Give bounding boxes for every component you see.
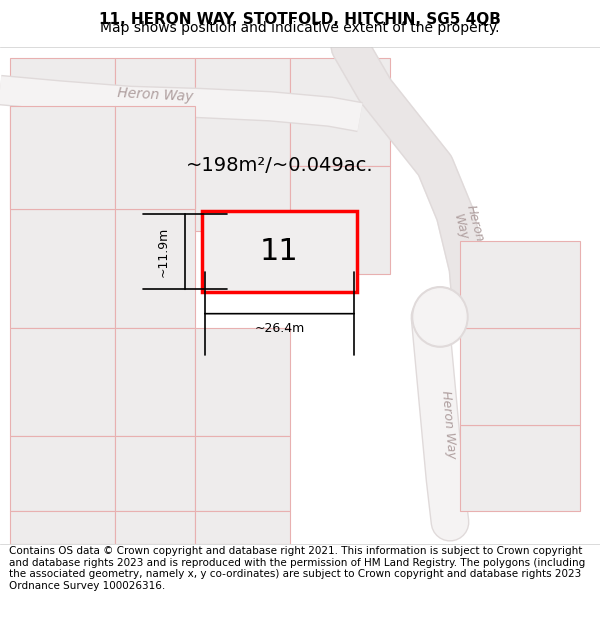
Bar [195,511,290,544]
Bar [195,436,290,511]
Bar [10,58,115,209]
Circle shape [414,289,466,345]
Bar [290,58,390,166]
Bar [10,106,115,209]
Bar [195,58,290,231]
Bar [460,241,580,328]
Text: Contains OS data © Crown copyright and database right 2021. This information is : Contains OS data © Crown copyright and d… [9,546,585,591]
Circle shape [412,287,468,347]
Text: 11: 11 [260,237,299,266]
Text: 11, HERON WAY, STOTFOLD, HITCHIN, SG5 4QB: 11, HERON WAY, STOTFOLD, HITCHIN, SG5 4Q… [99,12,501,27]
Bar [195,328,290,436]
Bar [460,425,580,511]
Bar [115,328,195,436]
Text: ~11.9m: ~11.9m [157,226,170,277]
Bar [115,106,195,209]
Bar [10,511,115,544]
Bar [10,209,115,328]
Bar [460,328,580,425]
Bar [115,58,195,209]
Bar [10,436,115,511]
Bar [202,211,357,292]
Bar [10,328,115,436]
Bar [115,209,195,328]
Text: ~198m²/~0.049ac.: ~198m²/~0.049ac. [186,156,374,175]
Text: Map shows position and indicative extent of the property.: Map shows position and indicative extent… [100,21,500,35]
Bar [115,511,195,544]
Text: ~26.4m: ~26.4m [254,322,305,335]
Bar [290,166,390,274]
Text: Heron
Way: Heron Way [449,203,487,247]
Text: Heron Way: Heron Way [439,390,457,459]
Bar [115,436,195,511]
Text: Heron Way: Heron Way [116,86,193,104]
